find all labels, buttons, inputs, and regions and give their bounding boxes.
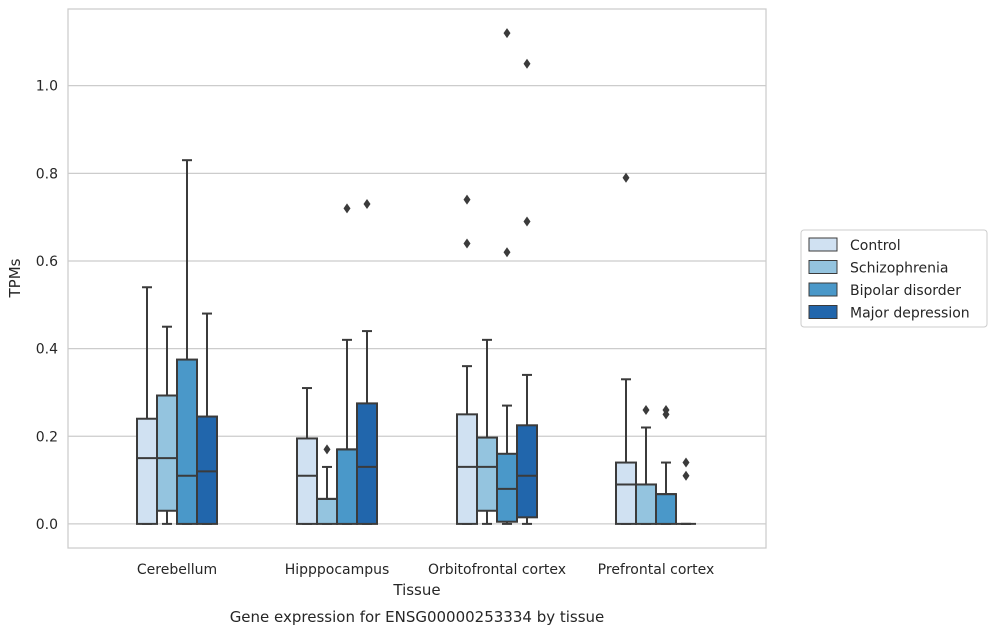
y-tick-label: 0.6 [36,254,58,270]
flier-point [523,58,531,69]
box-3-3 [676,457,696,525]
flier-point [662,404,670,415]
figure-caption: Gene expression for ENSG00000253334 by t… [230,608,605,626]
box-1-0 [296,387,318,525]
legend: Control Schizophrenia Bipolar disorder Majo… [800,229,988,328]
y-tick-label: 0.8 [36,166,58,182]
box-iqr [615,461,637,525]
x-axis-ticks: Cerebellum Hipppocampus Orbitofrontal cort… [137,562,714,578]
legend-label: Major depression [850,306,970,322]
flier-point [503,28,511,39]
box-iqr [156,394,178,512]
box-iqr [516,424,538,519]
x-tick-label: Orbitofrontal cortex [428,562,566,578]
flier-point [323,444,331,455]
legend-label: Schizophrenia [850,261,948,277]
box-iqr [635,483,657,525]
legend-frame [800,229,988,328]
box-iqr [136,417,158,525]
legend-swatch [808,260,838,274]
legend-swatch [808,282,838,297]
legend-label: Bipolar disorder [850,283,961,299]
box-iqr [196,415,218,525]
box-groups [136,28,696,525]
box-iqr [655,493,677,525]
x-axis-label: Tissue [392,581,440,599]
flier-point [622,172,630,183]
plot-area-frame [67,8,767,549]
flier-point [343,203,351,214]
x-tick-label: Prefrontal cortex [598,562,715,578]
legend-label: Control [850,238,901,254]
legend-swatch [808,237,838,252]
box-iqr [356,402,378,525]
flier-point [463,194,471,205]
x-tick-label: Cerebellum [137,562,217,578]
box-1-2 [336,203,358,525]
y-tick-label: 1.0 [36,79,58,95]
box-iqr [296,437,318,525]
y-tick-label: 0.2 [36,429,58,445]
y-axis-label: TPMs [6,258,24,298]
box-2-1 [476,338,498,525]
flier-point [523,216,531,227]
box-0-2 [176,159,198,525]
box-3-2 [655,404,677,525]
box-iqr [316,497,338,525]
box-iqr [336,448,358,525]
box-iqr [496,452,518,523]
box-iqr [476,436,498,512]
flier-point [642,404,650,415]
flier-point [503,247,511,258]
legend-swatch [808,305,838,319]
flier-point [682,457,690,468]
box-iqr [176,358,198,525]
box-iqr [456,413,478,525]
box-1-3 [356,199,378,525]
box-2-3 [516,58,538,525]
y-axis-ticks: 0.0 0.2 0.4 0.6 0.8 1.0 [36,79,58,533]
box-2-2 [496,28,518,525]
y-tick-label: 0.4 [36,342,58,358]
x-tick-label: Hipppocampus [285,562,390,578]
flier-point [682,470,690,481]
box-0-3 [196,312,218,525]
flier-point [463,238,471,249]
box-2-0 [456,194,478,525]
y-tick-label: 0.0 [36,517,58,533]
flier-point [363,199,371,210]
